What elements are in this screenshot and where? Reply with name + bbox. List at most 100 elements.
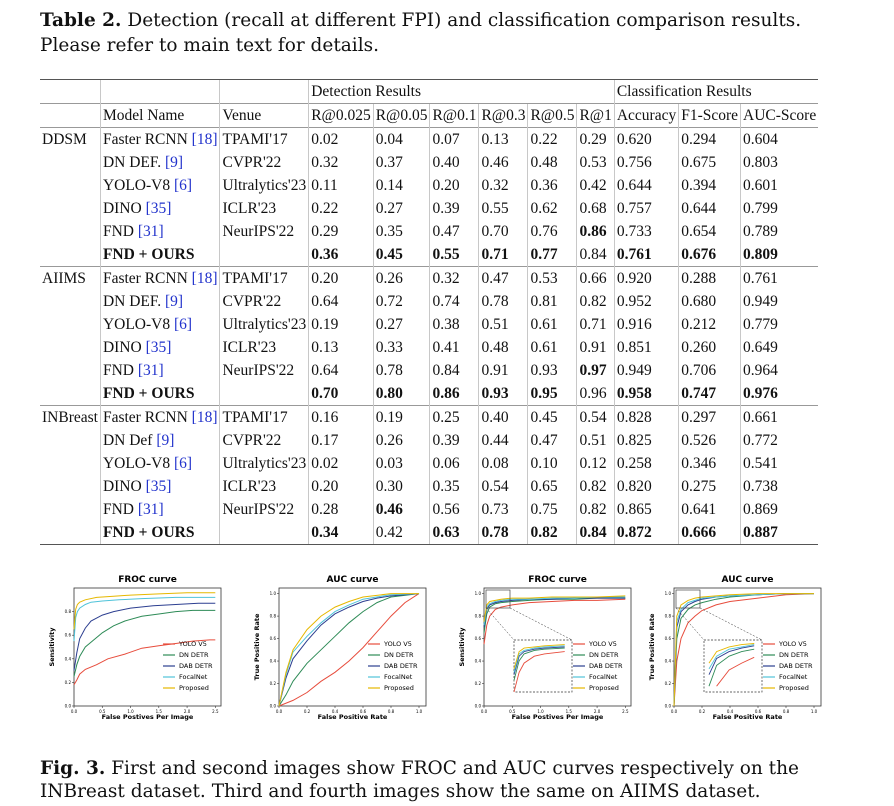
y-axis-label: True Positive Rate — [648, 613, 656, 680]
metric-value: 0.62 — [527, 197, 577, 220]
metric-value: 0.42 — [372, 521, 430, 545]
metric-value: 0.675 — [678, 151, 741, 174]
series-line-dab-detr — [73, 602, 216, 671]
table-row: FND [31] NeurIPS'22 0.28 0.46 0.56 0.73 0.75 0.… — [40, 498, 819, 521]
dataset-name: AIIMS — [40, 266, 101, 290]
metric-value: 0.22 — [308, 197, 374, 220]
dataset-name: DDSM — [40, 127, 101, 151]
metric-value: 0.04 — [372, 127, 430, 151]
column-header: Model Name — [99, 103, 220, 128]
inset-series-line — [513, 647, 565, 681]
y-axis-label: Sensitivity — [48, 627, 56, 667]
citation-link[interactable]: [31] — [133, 361, 164, 379]
dataset-name — [40, 382, 100, 406]
citation-link[interactable]: [9] — [152, 431, 175, 449]
y-tick-label: 0.8 — [475, 614, 482, 619]
citation-link[interactable]: [9] — [161, 153, 184, 171]
model-name: FND [31] — [99, 359, 220, 382]
model-label: DN DEF. — [102, 292, 162, 310]
table-row: DN DEF. [9] CVPR'22 0.32 0.37 0.40 0.46 0.48 0.… — [40, 151, 819, 174]
metric-value: 0.275 — [678, 475, 741, 498]
model-label: FND + OURS — [102, 384, 195, 402]
metric-value: 0.84 — [576, 243, 615, 267]
venue: Ultralytics'23 — [219, 313, 309, 336]
venue — [219, 521, 309, 545]
citation-link[interactable]: [6] — [170, 315, 193, 333]
zoom-region — [485, 589, 511, 609]
venue: ICLR'23 — [219, 197, 309, 220]
model-name: DINO [35] — [99, 475, 220, 498]
metric-value: 0.82 — [576, 475, 615, 498]
metric-value: 0.346 — [678, 452, 741, 475]
metric-value: 0.799 — [740, 197, 819, 220]
citation-link[interactable]: [9] — [161, 292, 184, 310]
metric-value: 0.55 — [478, 197, 528, 220]
legend-entry: DN DETR — [589, 651, 619, 659]
x-tick-label: 1.0 — [537, 709, 544, 714]
dataset-name — [40, 290, 100, 313]
metric-value: 0.920 — [613, 266, 679, 290]
model-label: DINO — [102, 477, 142, 495]
metric-value: 0.47 — [429, 220, 479, 243]
metric-value: 0.53 — [527, 266, 577, 290]
metric-value: 0.706 — [678, 359, 741, 382]
x-axis-label: False Positive Rate — [713, 713, 783, 721]
y-tick-label: 0.2 — [665, 681, 672, 686]
metric-value: 0.82 — [527, 521, 577, 545]
model-label: YOLO-V8 — [102, 315, 171, 333]
metric-value: 0.46 — [478, 151, 528, 174]
figure-caption-text: First and second images show FROC and AU… — [40, 758, 799, 802]
metric-value: 0.33 — [372, 336, 430, 359]
legend-entry: Proposed — [384, 684, 414, 692]
y-tick-label: 1.0 — [270, 591, 277, 596]
citation-link[interactable]: [31] — [133, 222, 164, 240]
x-tick-label: 2.0 — [594, 709, 601, 714]
model-name: YOLO-V8 [6] — [99, 313, 220, 336]
metric-value: 0.78 — [478, 521, 528, 545]
metric-value: 0.51 — [478, 313, 528, 336]
metric-value: 0.779 — [740, 313, 819, 336]
metric-value: 0.86 — [429, 382, 479, 406]
table-row: DDSM Faster RCNN [18] TPAMI'17 0.02 0.04 0.07… — [40, 127, 819, 151]
citation-link[interactable]: [6] — [170, 454, 193, 472]
citation-link[interactable]: [35] — [141, 199, 172, 217]
metric-value: 0.19 — [372, 405, 430, 429]
y-axis-label: Sensitivity — [458, 627, 466, 667]
metric-value: 0.28 — [308, 498, 374, 521]
chart-title: AUC curve — [327, 575, 379, 585]
metric-value: 0.644 — [613, 174, 679, 197]
metric-value: 0.738 — [740, 475, 819, 498]
metric-value: 0.32 — [478, 174, 528, 197]
legend-entry: YOLO V5 — [588, 640, 617, 648]
column-header: R@0.3 — [478, 103, 528, 128]
citation-link[interactable]: [18] — [187, 130, 218, 148]
metric-value: 0.958 — [613, 382, 679, 406]
citation-link[interactable]: [6] — [170, 176, 193, 194]
metric-value: 0.82 — [576, 498, 615, 521]
metric-value: 0.45 — [527, 405, 577, 429]
metric-value: 0.47 — [527, 429, 577, 452]
legend-entry: YOLO V5 — [383, 640, 412, 648]
citation-link[interactable]: [35] — [141, 477, 172, 495]
citation-link[interactable]: [35] — [141, 338, 172, 356]
metric-value: 0.82 — [576, 290, 615, 313]
citation-link[interactable]: [18] — [187, 408, 218, 426]
x-tick-label: 0.0 — [276, 709, 283, 714]
model-name: Faster RCNN [18] — [99, 127, 220, 151]
y-tick-label: 0.2 — [475, 681, 482, 686]
metric-value: 0.297 — [678, 405, 741, 429]
metric-value: 0.872 — [613, 521, 679, 545]
metric-value: 0.44 — [478, 429, 528, 452]
metric-value: 0.68 — [576, 197, 615, 220]
legend-entry: Proposed — [179, 684, 209, 692]
metric-value: 0.14 — [372, 174, 430, 197]
metric-value: 0.16 — [308, 405, 374, 429]
metric-value: 0.48 — [527, 151, 577, 174]
citation-link[interactable]: [31] — [133, 500, 164, 518]
inset-series-line — [513, 646, 565, 675]
metric-value: 0.949 — [613, 359, 679, 382]
x-tick-label: 0.4 — [727, 709, 734, 714]
model-name: FND [31] — [99, 220, 220, 243]
citation-link[interactable]: [18] — [187, 269, 218, 287]
column-header: F1-Score — [678, 103, 741, 128]
